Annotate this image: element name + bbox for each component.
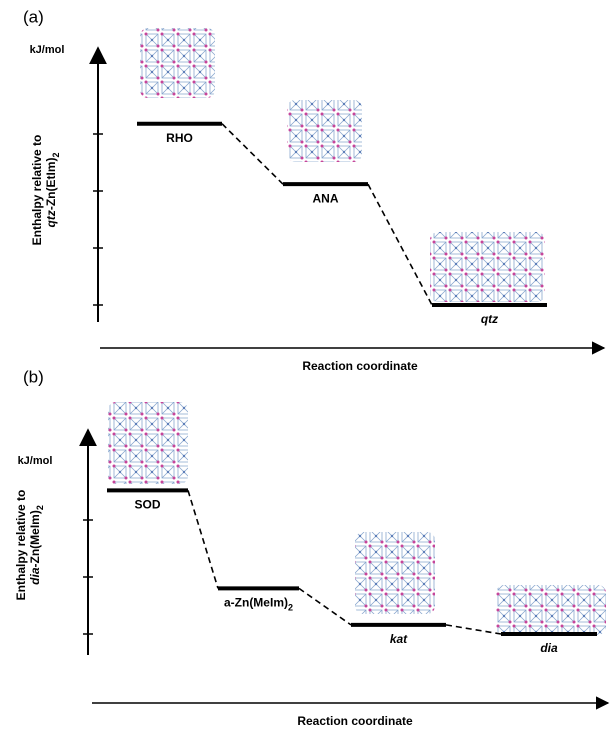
- panel-label: (b): [23, 367, 44, 386]
- connector: [446, 625, 501, 634]
- level-label: SOD: [134, 498, 160, 512]
- panel-label: (a): [23, 7, 44, 26]
- y-axis-label: dia-Zn(MeIm)2: [28, 505, 45, 585]
- y-axis-label: Enthalpy relative to: [30, 135, 44, 246]
- level-label: qtz: [481, 312, 498, 326]
- text-part: -Zn(EtIm): [44, 158, 58, 211]
- text-part: a-Zn(MeIm): [224, 596, 288, 610]
- structure-image: [496, 585, 606, 635]
- unit-label: kJ/mol: [30, 44, 65, 56]
- text-part: 2: [288, 603, 293, 613]
- connector: [368, 184, 432, 305]
- x-axis-label: Reaction coordinate: [302, 359, 418, 373]
- text-part: 2: [51, 153, 61, 158]
- x-axis-label: Reaction coordinate: [297, 714, 413, 728]
- structure-image: [108, 402, 188, 484]
- level-label: ANA: [313, 191, 339, 205]
- level-label: a-Zn(MeIm)2: [224, 596, 293, 613]
- structure-image: [430, 232, 545, 302]
- level-label: dia: [540, 641, 558, 655]
- connector: [188, 490, 218, 588]
- structure-image: [140, 28, 215, 98]
- connector: [222, 124, 283, 184]
- y-axis-label: Enthalpy relative to: [14, 490, 28, 601]
- structure-image: [355, 532, 435, 614]
- unit-label: kJ/mol: [18, 455, 53, 467]
- structure-image: [287, 100, 362, 162]
- text-part: dia: [28, 567, 42, 585]
- y-axis-label: qtz-Zn(EtIm)2: [44, 153, 61, 228]
- level-label: RHO: [166, 131, 193, 145]
- text-part: -Zn(MeIm): [28, 510, 42, 567]
- connector: [299, 588, 351, 624]
- level-label: kat: [390, 632, 408, 646]
- text-part: 2: [35, 505, 45, 510]
- figure: (a)kJ/molEnthalpy relative toqtz-Zn(EtIm…: [0, 0, 614, 732]
- text-part: qtz: [44, 210, 58, 227]
